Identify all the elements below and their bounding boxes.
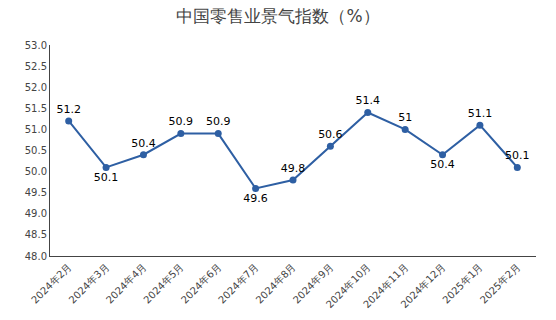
svg-text:2025年1月: 2025年1月 bbox=[440, 261, 484, 305]
svg-text:2024年11月: 2024年11月 bbox=[361, 261, 410, 310]
svg-text:50.9: 50.9 bbox=[206, 115, 231, 128]
svg-text:51.2: 51.2 bbox=[56, 103, 81, 116]
svg-text:2024年5月: 2024年5月 bbox=[141, 261, 185, 305]
svg-text:50.1: 50.1 bbox=[505, 149, 530, 162]
svg-text:51.4: 51.4 bbox=[356, 94, 381, 107]
svg-text:49.5: 49.5 bbox=[25, 187, 47, 198]
svg-text:51.0: 51.0 bbox=[25, 124, 47, 135]
svg-text:49.6: 49.6 bbox=[243, 192, 268, 205]
svg-text:2024年3月: 2024年3月 bbox=[67, 261, 111, 305]
svg-text:49.8: 49.8 bbox=[281, 162, 306, 175]
svg-text:50.4: 50.4 bbox=[131, 137, 156, 150]
svg-text:49.0: 49.0 bbox=[25, 208, 47, 219]
svg-text:51: 51 bbox=[398, 111, 412, 124]
svg-text:2024年12月: 2024年12月 bbox=[399, 261, 448, 310]
svg-text:48.0: 48.0 bbox=[25, 251, 47, 262]
svg-text:2024年10月: 2024年10月 bbox=[324, 261, 373, 310]
svg-text:50.5: 50.5 bbox=[25, 145, 47, 156]
svg-text:52.0: 52.0 bbox=[25, 82, 47, 93]
svg-text:2024年6月: 2024年6月 bbox=[179, 261, 223, 305]
svg-text:2025年2月: 2025年2月 bbox=[478, 261, 522, 305]
svg-text:2024年2月: 2024年2月 bbox=[29, 261, 73, 305]
svg-text:48.5: 48.5 bbox=[25, 229, 47, 240]
svg-text:51.5: 51.5 bbox=[25, 103, 47, 114]
svg-text:50.1: 50.1 bbox=[94, 171, 119, 184]
svg-text:50.9: 50.9 bbox=[169, 115, 194, 128]
svg-text:50.6: 50.6 bbox=[318, 128, 343, 141]
svg-text:53.0: 53.0 bbox=[25, 40, 47, 51]
svg-text:51.1: 51.1 bbox=[468, 107, 493, 120]
svg-text:2024年4月: 2024年4月 bbox=[104, 261, 148, 305]
svg-text:中国零售业景气指数（%）: 中国零售业景气指数（%） bbox=[176, 6, 379, 26]
svg-text:2024年7月: 2024年7月 bbox=[216, 261, 260, 305]
svg-text:52.5: 52.5 bbox=[25, 61, 47, 72]
svg-text:50.4: 50.4 bbox=[430, 158, 455, 171]
svg-text:2024年9月: 2024年9月 bbox=[291, 261, 335, 305]
svg-text:50.0: 50.0 bbox=[25, 166, 47, 177]
svg-text:2024年8月: 2024年8月 bbox=[254, 261, 298, 305]
